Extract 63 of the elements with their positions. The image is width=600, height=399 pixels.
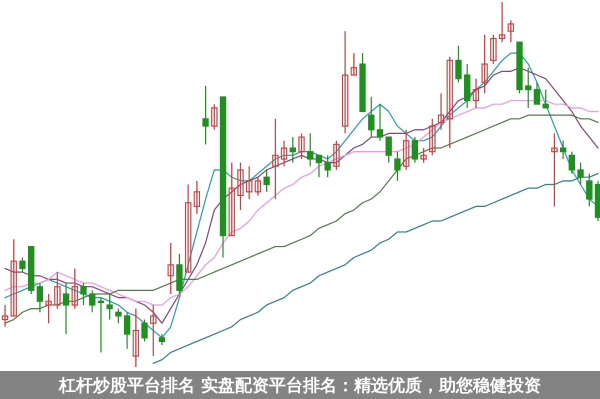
candlestick xyxy=(525,67,532,108)
candlestick xyxy=(568,151,576,174)
candlestick xyxy=(280,140,288,167)
candlestick xyxy=(2,304,8,328)
candlestick xyxy=(115,308,122,324)
candlestick xyxy=(350,52,357,76)
candlestick xyxy=(194,180,200,214)
candlestick xyxy=(290,136,296,164)
candlestick xyxy=(402,129,410,170)
text: 杠杆炒股平台排名 实盘配资平台排名：精选优质，助您稳健投资 xyxy=(58,376,541,396)
candlestick xyxy=(394,151,401,182)
candlestick xyxy=(80,282,87,306)
candlestick xyxy=(316,154,322,178)
candlestick xyxy=(560,140,566,160)
candlestick xyxy=(228,162,235,236)
candlestick xyxy=(342,30,348,134)
candlestick xyxy=(455,45,462,83)
candlestick xyxy=(551,132,558,207)
candlestick xyxy=(542,89,549,108)
candlestick xyxy=(307,132,314,167)
candlestick xyxy=(10,238,17,316)
candlestick xyxy=(237,162,244,211)
candlestick xyxy=(246,166,252,200)
candlestick xyxy=(420,147,427,164)
candlestick xyxy=(324,154,331,178)
candlestick xyxy=(534,82,540,105)
candlestick xyxy=(158,334,166,346)
candlestick xyxy=(577,162,584,186)
candlestick xyxy=(202,85,209,145)
candlestick xyxy=(386,136,392,164)
candlestick xyxy=(263,169,270,192)
candlestick xyxy=(508,20,514,43)
candlestick xyxy=(472,78,480,108)
candlestick xyxy=(36,282,44,313)
candlestick xyxy=(272,118,279,200)
candlestick xyxy=(438,92,444,130)
candlestick xyxy=(62,282,70,335)
candlestick xyxy=(89,290,96,313)
candlestick xyxy=(376,104,384,142)
candlestick xyxy=(132,308,139,368)
candlestick xyxy=(429,118,436,156)
candlestick xyxy=(481,34,488,94)
candlestick xyxy=(124,312,130,350)
candlestick xyxy=(211,104,218,130)
candlestick xyxy=(446,56,453,149)
candlestick xyxy=(298,132,305,160)
candlestick xyxy=(45,293,52,324)
candlestick xyxy=(54,272,60,310)
candlestick xyxy=(141,318,148,342)
candlestick xyxy=(150,304,156,357)
candlestick xyxy=(368,96,374,138)
candlestick xyxy=(19,256,26,273)
candlestick xyxy=(490,34,497,65)
candlestick xyxy=(168,242,174,295)
candlestick xyxy=(98,297,104,353)
candlestick xyxy=(333,140,340,170)
candlestick xyxy=(498,1,506,43)
candlestick xyxy=(412,136,418,164)
candlestick xyxy=(254,176,262,196)
candlestick xyxy=(184,184,192,273)
candlestick xyxy=(586,172,592,207)
candlestick xyxy=(72,268,78,310)
candlestick xyxy=(106,293,113,320)
